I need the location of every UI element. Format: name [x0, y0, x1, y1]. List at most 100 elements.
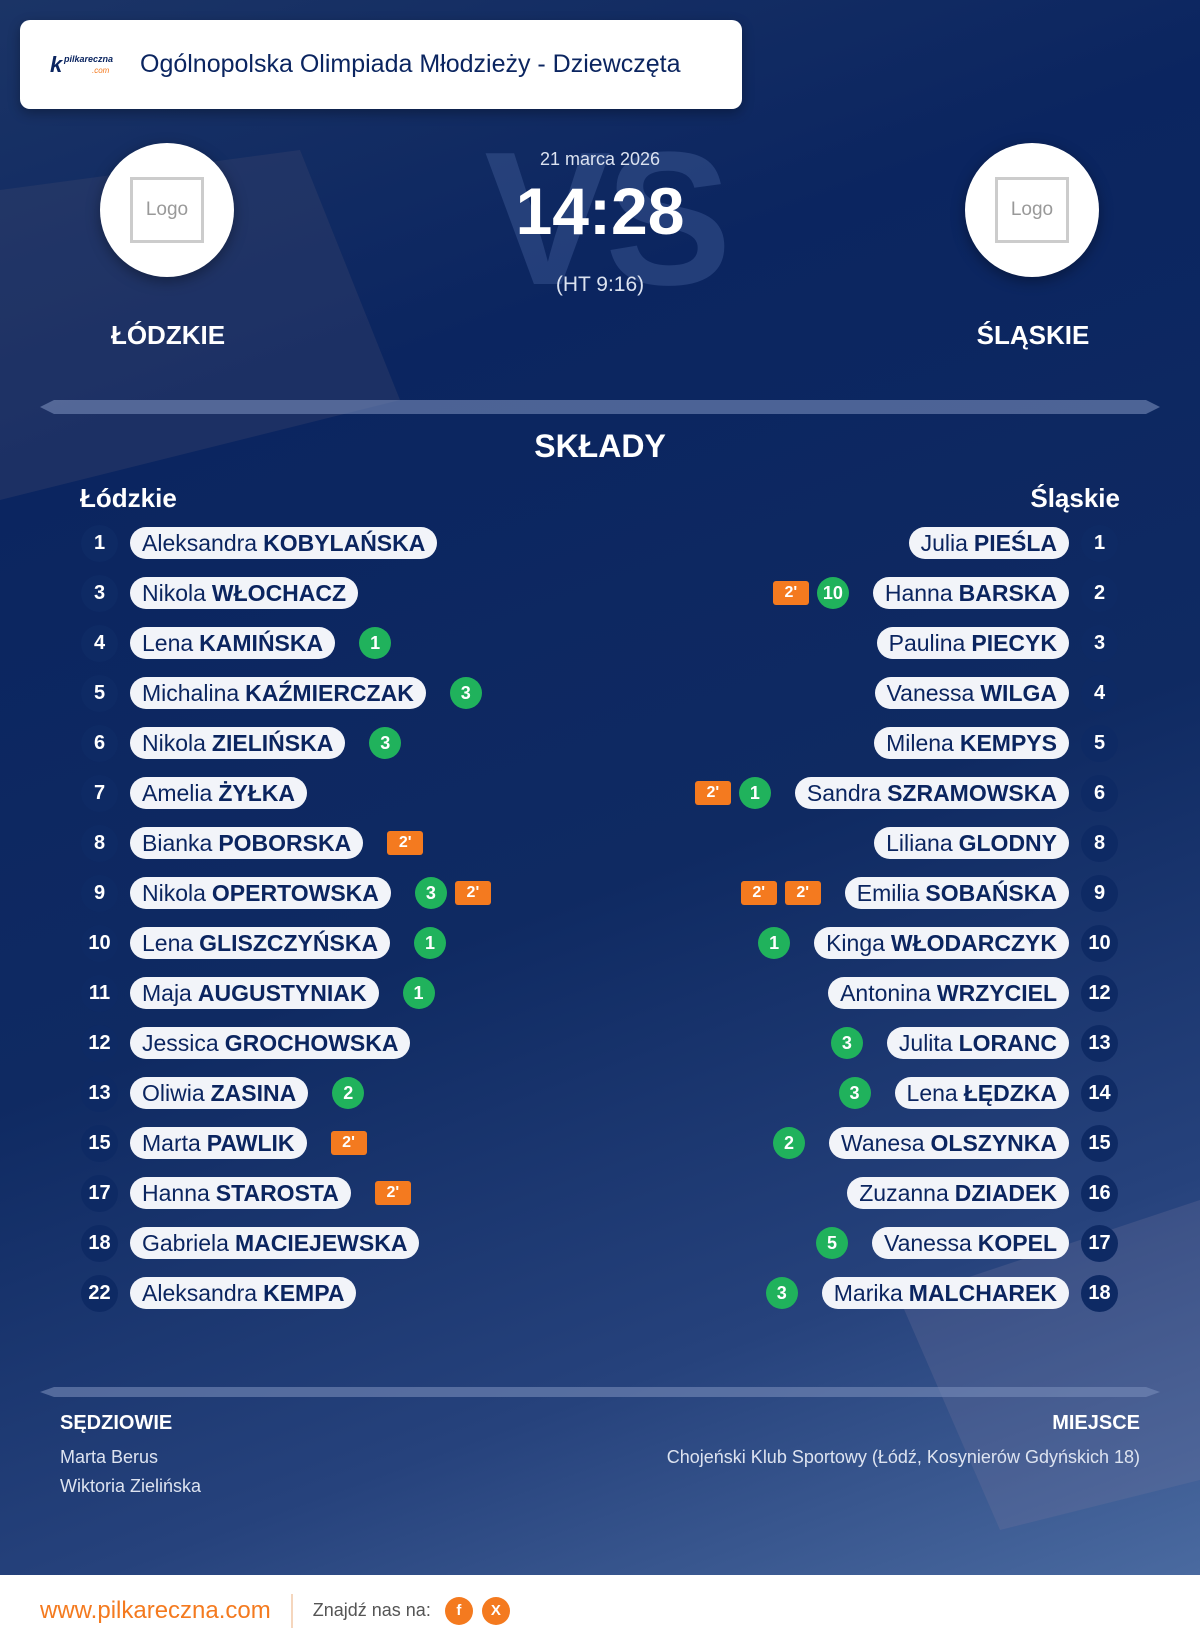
- player-name: Milena KEMPYS: [874, 727, 1069, 759]
- goals-badge: 1: [738, 777, 771, 809]
- first-name: Oliwia: [142, 1079, 205, 1106]
- first-name: Marta: [142, 1129, 201, 1156]
- player-row: 2 Hanna BARSKA 10 2': [772, 574, 1118, 612]
- player-row: 13 Oliwia ZASINA 2: [81, 1074, 365, 1112]
- first-name: Liliana: [886, 829, 953, 856]
- x-icon[interactable]: X: [481, 1596, 510, 1625]
- brand-logo: k pilkareczna .com: [50, 51, 114, 77]
- player-row: 1 Aleksandra KOBYLAŃSKA: [81, 524, 438, 562]
- player-stats: 2': [387, 831, 424, 855]
- last-name: SZRAMOWSKA: [887, 779, 1057, 806]
- player-number: 4: [81, 624, 118, 662]
- player-number: 5: [81, 674, 118, 712]
- player-name: Michalina KAŹMIERCZAK: [130, 677, 426, 709]
- player-stats: 2: [332, 1077, 365, 1109]
- last-name: KAŹMIERCZAK: [245, 679, 414, 706]
- first-name: Vanessa: [886, 679, 975, 706]
- last-name: PIECYK: [971, 629, 1057, 656]
- last-name: GROCHOWSKA: [224, 1029, 399, 1056]
- first-name: Zuzanna: [859, 1179, 949, 1206]
- player-name: Lena GLISZCZYŃSKA: [130, 927, 391, 959]
- first-name: Hanna: [884, 579, 953, 606]
- player-number: 7: [81, 774, 118, 812]
- player-number: 8: [1081, 824, 1118, 862]
- player-name: Jessica GROCHOWSKA: [130, 1027, 411, 1059]
- first-name: Paulina: [888, 629, 966, 656]
- referee-name: Wiktoria Zielińska: [60, 1476, 202, 1496]
- last-name: AUGUSTYNIAK: [197, 979, 367, 1006]
- player-row: 5 Michalina KAŹMIERCZAK 3: [81, 674, 482, 712]
- first-name: Gabriela: [142, 1229, 229, 1256]
- goals-badge: 3: [830, 1027, 863, 1059]
- player-stats: 2: [772, 1127, 805, 1159]
- goals-badge: 10: [816, 577, 849, 609]
- player-name: Lena ŁĘDZKA: [894, 1077, 1069, 1109]
- suspension-badge: 2': [387, 831, 424, 855]
- goals-badge: 3: [414, 877, 447, 909]
- last-name: STAROSTA: [215, 1179, 339, 1206]
- first-name: Nikola: [142, 579, 206, 606]
- first-name: Aleksandra: [142, 529, 258, 556]
- logo-placeholder: Logo: [130, 177, 204, 243]
- player-name: Marta PAWLIK: [130, 1127, 307, 1159]
- last-name: OLSZYNKA: [930, 1129, 1058, 1156]
- away-team-name: ŚLĄSKIE: [976, 320, 1090, 350]
- player-row: 22 Aleksandra KEMPA: [81, 1274, 357, 1312]
- final-score: 14:28: [515, 174, 685, 248]
- first-name: Lena: [906, 1079, 958, 1106]
- player-number: 13: [1081, 1024, 1118, 1062]
- first-name: Amelia: [142, 779, 213, 806]
- player-number: 16: [1081, 1174, 1118, 1212]
- away-lineup-label: Śląskie: [1030, 483, 1120, 513]
- home-team-name: ŁÓDZKIE: [110, 320, 226, 350]
- player-number: 8: [81, 824, 118, 862]
- find-us-label: Znajdź nas na:: [312, 1600, 431, 1620]
- player-row: 3 Nikola WŁOCHACZ: [81, 574, 359, 612]
- goals-badge: 1: [414, 927, 447, 959]
- player-name: Vanessa KOPEL: [871, 1227, 1069, 1259]
- first-name: Marika: [833, 1279, 903, 1306]
- player-number: 10: [1081, 924, 1118, 962]
- away-team-logo: Logo: [965, 143, 1099, 277]
- player-row: 8 Liliana GLODNY: [874, 824, 1118, 862]
- goals-badge: 1: [359, 627, 392, 659]
- player-name: Nikola ZIELIŃSKA: [130, 727, 346, 759]
- home-team-logo: Logo: [100, 143, 234, 277]
- last-name: WILGA: [980, 679, 1057, 706]
- last-name: BARSKA: [958, 579, 1057, 606]
- player-row: 7 Amelia ŻYŁKA: [81, 774, 307, 812]
- player-stats: 2' 2': [740, 881, 821, 905]
- divider: [40, 400, 1160, 414]
- last-name: PAWLIK: [206, 1129, 295, 1156]
- suspension-badge: 2': [454, 881, 491, 905]
- vs-watermark: VS: [484, 113, 731, 325]
- first-name: Milena: [886, 729, 954, 756]
- player-name: Wanesa OLSZYNKA: [828, 1127, 1069, 1159]
- player-stats: 3: [830, 1027, 863, 1059]
- suspension-badge: 2': [694, 781, 731, 805]
- suspension-badge: 2': [772, 581, 809, 605]
- first-name: Antonina: [840, 979, 931, 1006]
- player-name: Liliana GLODNY: [874, 827, 1069, 859]
- player-row: 11 Maja AUGUSTYNIAK 1: [81, 974, 435, 1012]
- player-name: Hanna BARSKA: [872, 577, 1069, 609]
- first-name: Maja: [142, 979, 192, 1006]
- player-row: 15 Marta PAWLIK 2': [81, 1124, 367, 1162]
- player-row: 3 Paulina PIECYK: [876, 624, 1118, 662]
- last-name: WRZYCIEL: [936, 979, 1057, 1006]
- facebook-icon[interactable]: f: [444, 1596, 473, 1625]
- player-stats: 1: [359, 627, 392, 659]
- player-number: 17: [1081, 1224, 1118, 1262]
- player-row: 8 Bianka POBORSKA 2': [81, 824, 424, 862]
- last-name: LORANC: [958, 1029, 1057, 1056]
- player-name: Aleksandra KOBYLAŃSKA: [130, 527, 438, 559]
- player-name: Sandra SZRAMOWSKA: [794, 777, 1069, 809]
- player-number: 9: [1081, 874, 1118, 912]
- first-name: Jessica: [142, 1029, 219, 1056]
- footer: www.pilkareczna.com Znajdź nas na: f X: [0, 1575, 1200, 1646]
- player-row: 14 Lena ŁĘDZKA 3: [838, 1074, 1118, 1112]
- goals-badge: 3: [765, 1277, 798, 1309]
- player-stats: 3: [765, 1277, 798, 1309]
- website-link[interactable]: www.pilkareczna.com: [40, 1593, 293, 1628]
- player-row: 10 Lena GLISZCZYŃSKA 1: [81, 924, 447, 962]
